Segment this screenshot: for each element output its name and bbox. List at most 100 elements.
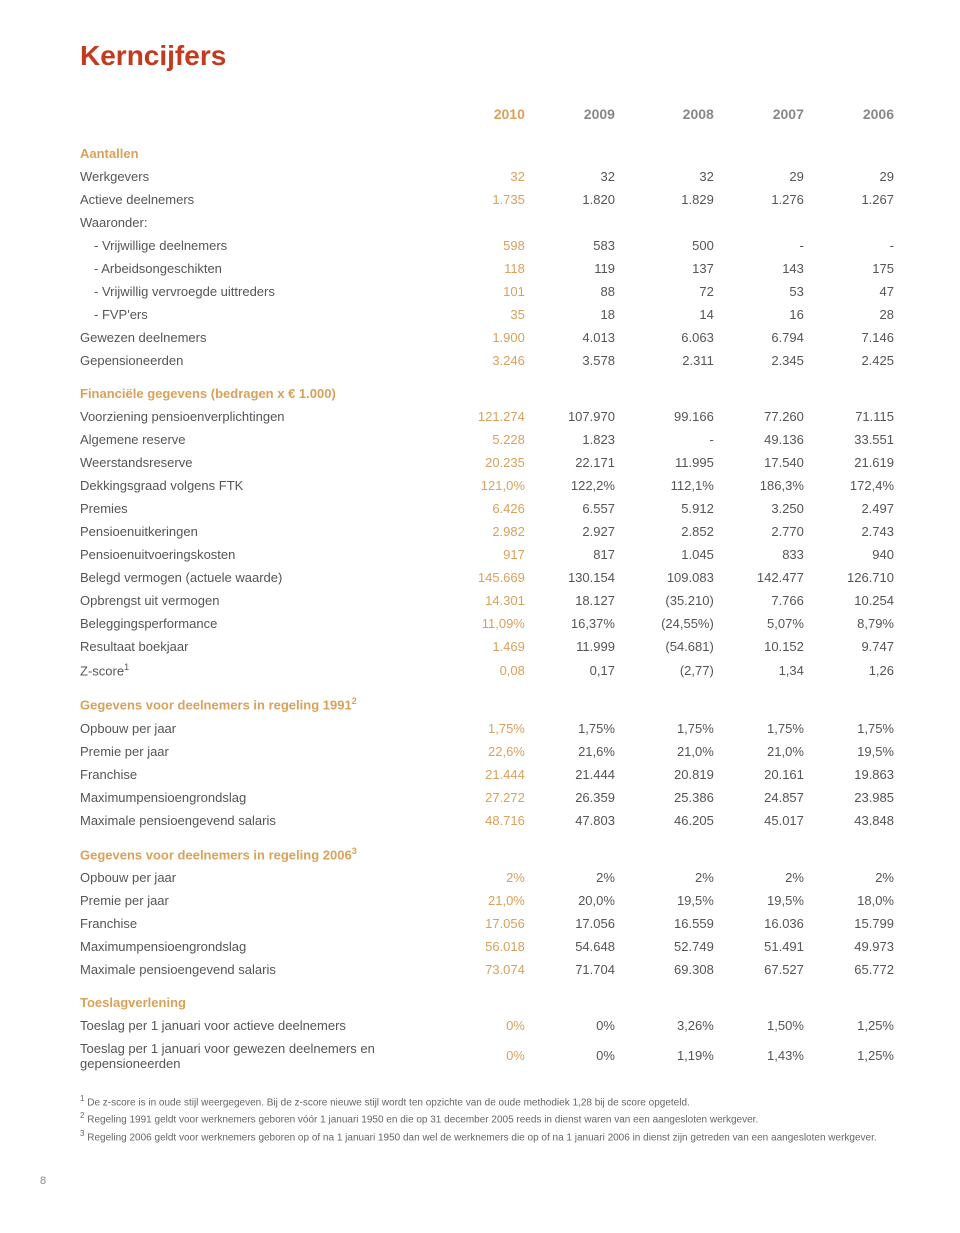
cell: 142.477 bbox=[720, 566, 810, 589]
cell: 20.161 bbox=[720, 763, 810, 786]
cell: 33.551 bbox=[810, 428, 900, 451]
table-row: Werkgevers3232322929 bbox=[80, 165, 900, 188]
cell: 19,5% bbox=[720, 889, 810, 912]
table-row: Toeslag per 1 januari voor actieve deeln… bbox=[80, 1014, 900, 1037]
cell: 2.743 bbox=[810, 520, 900, 543]
table-row: Waaronder: bbox=[80, 211, 900, 234]
table-row: Premies6.4266.5575.9123.2502.497 bbox=[80, 497, 900, 520]
cell: (35.210) bbox=[621, 589, 720, 612]
cell: 1,75% bbox=[441, 717, 531, 740]
cell: 47.803 bbox=[531, 809, 621, 832]
row-label: Opbouw per jaar bbox=[80, 866, 441, 889]
cell: 43.848 bbox=[810, 809, 900, 832]
cell: 53 bbox=[720, 280, 810, 303]
cell: 52.749 bbox=[621, 935, 720, 958]
table-row: Actieve deelnemers1.7351.8201.8291.2761.… bbox=[80, 188, 900, 211]
cell: 2.311 bbox=[621, 349, 720, 372]
cell: 2% bbox=[531, 866, 621, 889]
cell: 21.444 bbox=[531, 763, 621, 786]
cell: 20.819 bbox=[621, 763, 720, 786]
cell: 16.559 bbox=[621, 912, 720, 935]
cell: 32 bbox=[531, 165, 621, 188]
cell: 17.540 bbox=[720, 451, 810, 474]
cell: 1,43% bbox=[720, 1037, 810, 1075]
table-row: - FVP'ers3518141628 bbox=[80, 303, 900, 326]
cell: 172,4% bbox=[810, 474, 900, 497]
cell: 107.970 bbox=[531, 405, 621, 428]
row-label: Weerstandsreserve bbox=[80, 451, 441, 474]
cell: 71.115 bbox=[810, 405, 900, 428]
cell: 6.794 bbox=[720, 326, 810, 349]
cell: 2.770 bbox=[720, 520, 810, 543]
cell: 121,0% bbox=[441, 474, 531, 497]
cell: 145.669 bbox=[441, 566, 531, 589]
table-row: Pensioenuitkeringen2.9822.9272.8522.7702… bbox=[80, 520, 900, 543]
cell: 137 bbox=[621, 257, 720, 280]
cell: 10.254 bbox=[810, 589, 900, 612]
cell: 1.820 bbox=[531, 188, 621, 211]
cell: 119 bbox=[531, 257, 621, 280]
table-row: Opbouw per jaar1,75%1,75%1,75%1,75%1,75% bbox=[80, 717, 900, 740]
table-row: - Vrijwillig vervroegde uittreders101887… bbox=[80, 280, 900, 303]
cell: 21.444 bbox=[441, 763, 531, 786]
cell: 71.704 bbox=[531, 958, 621, 981]
cell: 54.648 bbox=[531, 935, 621, 958]
col-2006: 2006 bbox=[810, 102, 900, 132]
cell: 0,17 bbox=[531, 658, 621, 682]
table-row: Gepensioneerden3.2463.5782.3112.3452.425 bbox=[80, 349, 900, 372]
cell: 32 bbox=[621, 165, 720, 188]
cell: 72 bbox=[621, 280, 720, 303]
cell: 2.982 bbox=[441, 520, 531, 543]
cell: 1,75% bbox=[531, 717, 621, 740]
cell: 1,19% bbox=[621, 1037, 720, 1075]
section-heading-label: Financiële gegevens (bedragen x € 1.000) bbox=[80, 372, 900, 405]
cell: 49.136 bbox=[720, 428, 810, 451]
cell: 0% bbox=[441, 1037, 531, 1075]
cell: 48.716 bbox=[441, 809, 531, 832]
cell: 1.823 bbox=[531, 428, 621, 451]
row-label: Gewezen deelnemers bbox=[80, 326, 441, 349]
row-label: Pensioenuitvoeringskosten bbox=[80, 543, 441, 566]
cell: 11.995 bbox=[621, 451, 720, 474]
row-label: Pensioenuitkeringen bbox=[80, 520, 441, 543]
cell: 49.973 bbox=[810, 935, 900, 958]
table-row: Premie per jaar22,6%21,6%21,0%21,0%19,5% bbox=[80, 740, 900, 763]
cell: 47 bbox=[810, 280, 900, 303]
cell: 18 bbox=[531, 303, 621, 326]
cell: 35 bbox=[441, 303, 531, 326]
table-row: Maximale pensioengevend salaris73.07471.… bbox=[80, 958, 900, 981]
cell: 11,09% bbox=[441, 612, 531, 635]
cell: 16 bbox=[720, 303, 810, 326]
cell: 3.246 bbox=[441, 349, 531, 372]
table-row: Beleggingsperformance11,09%16,37%(24,55%… bbox=[80, 612, 900, 635]
cell: 500 bbox=[621, 234, 720, 257]
table-row: - Arbeidsongeschikten118119137143175 bbox=[80, 257, 900, 280]
row-label: - FVP'ers bbox=[80, 303, 441, 326]
cell bbox=[621, 211, 720, 234]
cell: 186,3% bbox=[720, 474, 810, 497]
table-row: Gewezen deelnemers1.9004.0136.0636.7947.… bbox=[80, 326, 900, 349]
cell: 18,0% bbox=[810, 889, 900, 912]
section-heading-label: Aantallen bbox=[80, 132, 900, 165]
cell: 175 bbox=[810, 257, 900, 280]
col-2008: 2008 bbox=[621, 102, 720, 132]
cell: 45.017 bbox=[720, 809, 810, 832]
section-heading-label: Gegevens voor deelnemers in regeling 200… bbox=[80, 832, 900, 866]
cell: 583 bbox=[531, 234, 621, 257]
cell: 19,5% bbox=[621, 889, 720, 912]
section-heading: Financiële gegevens (bedragen x € 1.000) bbox=[80, 372, 900, 405]
table-row: Franchise17.05617.05616.55916.03615.799 bbox=[80, 912, 900, 935]
cell: 21,0% bbox=[441, 889, 531, 912]
cell: 6.557 bbox=[531, 497, 621, 520]
cell: 2.345 bbox=[720, 349, 810, 372]
cell: 77.260 bbox=[720, 405, 810, 428]
cell: 5,07% bbox=[720, 612, 810, 635]
header-row: 2010 2009 2008 2007 2006 bbox=[80, 102, 900, 132]
cell: 20.235 bbox=[441, 451, 531, 474]
section-heading-label: Toeslagverlening bbox=[80, 981, 900, 1014]
cell: (2,77) bbox=[621, 658, 720, 682]
cell: 69.308 bbox=[621, 958, 720, 981]
table-row: Algemene reserve5.2281.823-49.13633.551 bbox=[80, 428, 900, 451]
cell: 2% bbox=[720, 866, 810, 889]
row-label: Gepensioneerden bbox=[80, 349, 441, 372]
